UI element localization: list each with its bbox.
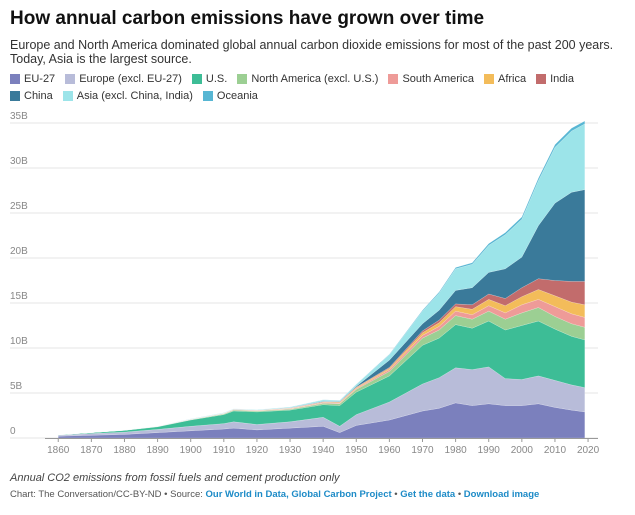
y-tick-label: 5B — [10, 381, 23, 392]
source-line: Chart: The Conversation/CC-BY-ND • Sourc… — [10, 489, 539, 500]
area-series — [58, 278, 586, 436]
chart-note: Annual CO2 emissions from fossil fuels a… — [10, 472, 340, 484]
separator: • — [455, 489, 464, 500]
legend-item: North America (excl. U.S.) — [237, 72, 378, 86]
chart-title: How annual carbon emissions have grown o… — [10, 8, 485, 29]
x-tick-label: 1980 — [444, 445, 467, 456]
chart-legend: EU-27 Europe (excl. EU-27) U.S. North Ameri… — [10, 72, 625, 106]
y-tick-label: 10B — [10, 336, 28, 347]
y-tick-label: 35B — [10, 111, 28, 122]
source-prefix: Chart: The Conversation/CC-BY-ND • Sourc… — [10, 489, 206, 500]
y-tick-label: 0 — [10, 426, 16, 437]
legend-label: Africa — [498, 73, 527, 85]
x-tick-label: 1970 — [411, 445, 434, 456]
x-tick-label: 2000 — [511, 445, 534, 456]
x-tick-label: 1930 — [279, 445, 302, 456]
x-tick-label: 1960 — [378, 445, 401, 456]
legend-label: China — [24, 90, 53, 102]
source-link[interactable]: Our World in Data, Global Carbon Project — [205, 489, 392, 500]
legend-swatch — [191, 74, 202, 84]
y-tick-label: 15B — [10, 291, 28, 302]
legend-label: India — [550, 73, 574, 85]
area-series — [58, 120, 586, 436]
area-series — [58, 299, 586, 436]
legend-item: India — [536, 72, 574, 86]
legend-swatch — [237, 74, 248, 84]
legend-swatch — [388, 74, 399, 84]
legend-item: China — [10, 89, 53, 103]
legend-label: U.S. — [205, 73, 228, 85]
legend-swatch — [536, 74, 547, 84]
x-tick-label: 1940 — [312, 445, 335, 456]
download-image-link[interactable]: Download image — [463, 489, 540, 500]
x-tick-label: 1910 — [213, 445, 236, 456]
y-tick-label: 30B — [10, 156, 28, 167]
legend-item: Asia (excl. China, India) — [62, 89, 193, 103]
area-series — [58, 189, 586, 436]
x-tick-label: 1900 — [180, 445, 203, 456]
legend-label: Asia (excl. China, India) — [76, 90, 193, 102]
separator: • — [391, 489, 401, 500]
legend-swatch — [65, 74, 76, 84]
legend-swatch — [10, 74, 20, 84]
legend-item: EU-27 — [10, 72, 55, 86]
legend-item: U.S. — [191, 72, 228, 86]
legend-swatch — [10, 91, 20, 101]
x-tick-label: 1920 — [246, 445, 269, 456]
legend-label: Europe (excl. EU-27) — [79, 73, 182, 85]
x-tick-label: 1870 — [80, 445, 103, 456]
get-data-link[interactable]: Get the data — [400, 489, 456, 500]
legend-label: EU-27 — [24, 73, 56, 85]
legend-label: South America — [402, 73, 474, 85]
y-tick-label: 25B — [10, 201, 28, 212]
area-series — [58, 289, 586, 436]
x-tick-label: 1880 — [113, 445, 136, 456]
x-tick-label: 2010 — [544, 445, 567, 456]
x-tick-label: 1890 — [146, 445, 169, 456]
legend-item: South America — [388, 72, 474, 86]
x-tick-label: 2020 — [577, 445, 600, 456]
x-tick-label: 1990 — [478, 445, 501, 456]
legend-label: Oceania — [216, 90, 258, 102]
legend-swatch — [202, 91, 213, 101]
legend-swatch — [62, 91, 73, 101]
legend-swatch — [484, 74, 494, 84]
chart-subtitle: Europe and North America dominated globa… — [10, 38, 614, 66]
legend-item: Europe (excl. EU-27) — [65, 72, 182, 86]
legend-label: North America (excl. U.S.) — [251, 73, 379, 85]
x-tick-label: 1950 — [345, 445, 368, 456]
legend-item: Africa — [484, 72, 526, 86]
legend-item: Oceania — [202, 89, 258, 103]
x-tick-label: 1860 — [47, 445, 70, 456]
y-tick-label: 20B — [10, 246, 28, 257]
